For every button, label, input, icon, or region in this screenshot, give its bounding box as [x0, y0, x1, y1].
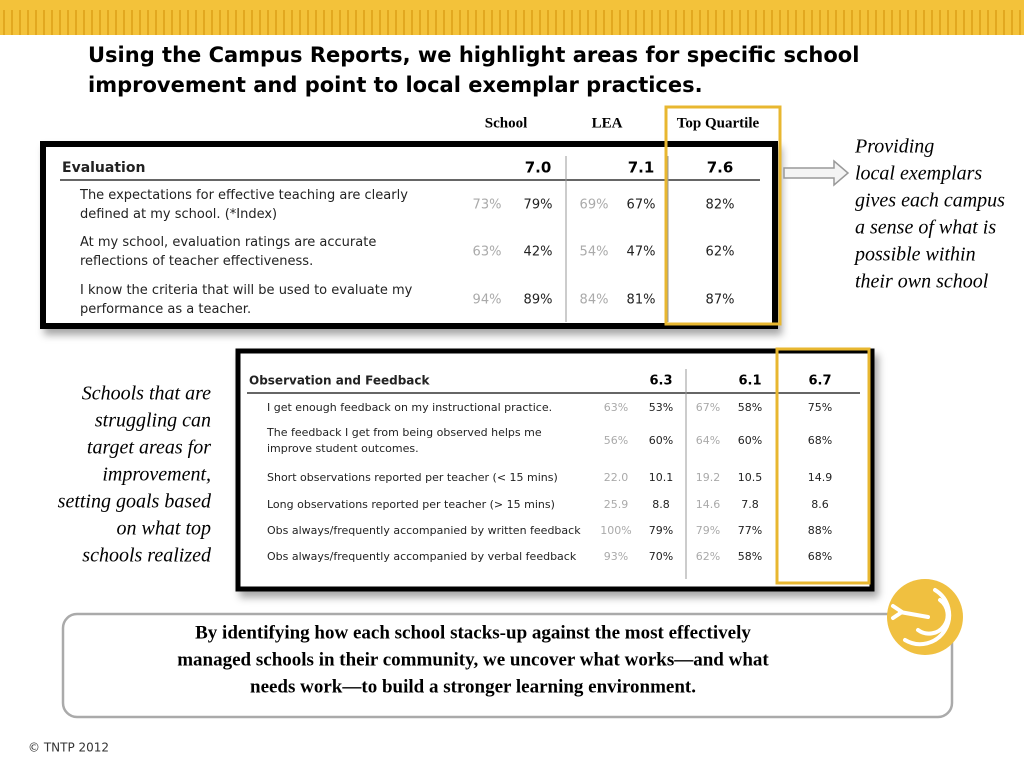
note-text: possible within — [853, 244, 976, 266]
note-text: struggling can — [95, 410, 211, 432]
row-label: The feedback I get from being observed h… — [266, 426, 542, 439]
note-text: on what top — [117, 518, 211, 540]
note-text: schools realized — [82, 545, 212, 567]
cell: 10.5 — [738, 471, 763, 484]
column-header: LEA — [592, 115, 623, 131]
note-text: their own school — [855, 271, 989, 293]
table-frame — [235, 348, 875, 592]
table-frame — [40, 141, 778, 329]
cell: 56% — [604, 434, 628, 447]
summary-text: needs work—to build a stronger learning … — [250, 676, 696, 697]
cell: 69% — [580, 198, 609, 213]
cell: 58% — [738, 550, 762, 563]
score: 7.6 — [707, 159, 734, 177]
cell: 79% — [696, 524, 720, 537]
cell: 53% — [649, 401, 673, 414]
cell: 60% — [649, 434, 673, 447]
cell: 64% — [696, 434, 720, 447]
cell: 68% — [808, 434, 832, 447]
cell: 68% — [808, 550, 832, 563]
note-text: gives each campus — [855, 190, 1005, 212]
row-label: Obs always/frequently accompanied by wri… — [267, 524, 581, 537]
row-label: Short observations reported per teacher … — [267, 471, 558, 484]
cell: 81% — [627, 293, 656, 308]
top-quartile-highlight — [775, 347, 871, 585]
score: 6.7 — [808, 374, 831, 389]
note-text: target areas for — [87, 437, 211, 459]
cell: 100% — [600, 524, 631, 537]
row-label: Obs always/frequently accompanied by ver… — [267, 550, 577, 563]
note-text: Schools that are — [82, 383, 211, 405]
row-label: performance as a teacher. — [80, 302, 251, 317]
cell: 47% — [627, 245, 656, 260]
cell: 67% — [627, 198, 656, 213]
row-label: improve student outcomes. — [267, 442, 419, 455]
row-label: Long observations reported per teacher (… — [267, 498, 555, 511]
cell: 77% — [738, 524, 762, 537]
row-label: I get enough feedback on my instructiona… — [267, 401, 552, 414]
score: 6.3 — [649, 374, 672, 389]
cell: 42% — [524, 245, 553, 260]
cell: 94% — [473, 293, 502, 308]
footer: © TNTP 2012 — [28, 741, 109, 755]
row-label: defined at my school. (*Index) — [80, 207, 277, 222]
note-text: local exemplars — [855, 163, 982, 185]
column-header: Top Quartile — [677, 115, 760, 131]
cell: 19.2 — [696, 471, 721, 484]
cell: 67% — [696, 401, 720, 414]
cell: 7.8 — [741, 498, 759, 511]
cell: 84% — [580, 293, 609, 308]
cell: 93% — [604, 550, 628, 563]
score: 6.1 — [738, 374, 761, 389]
cell: 79% — [649, 524, 673, 537]
row-label: reflections of teacher effectiveness. — [80, 254, 313, 269]
cell: 14.6 — [696, 498, 721, 511]
slide-title: Using the Campus Reports, we highlight a… — [88, 43, 859, 67]
column-header: School — [485, 115, 528, 131]
top-band — [0, 0, 1024, 35]
table-title: Evaluation — [62, 160, 145, 176]
cell: 88% — [808, 524, 832, 537]
cell: 62% — [706, 245, 735, 260]
cell: 60% — [738, 434, 762, 447]
summary-text: By identifying how each school stacks-up… — [195, 622, 751, 643]
row-label: The expectations for effective teaching … — [79, 188, 408, 203]
note-text: Providing — [854, 136, 934, 158]
top-quartile-highlight — [664, 105, 782, 326]
cell: 82% — [706, 198, 735, 213]
cell: 63% — [604, 401, 628, 414]
note-text: a sense of what is — [855, 217, 996, 239]
cell: 22.0 — [604, 471, 629, 484]
table-title: Observation and Feedback — [249, 374, 431, 388]
icon-drawing — [891, 588, 952, 647]
score: 7.0 — [525, 159, 552, 177]
cell: 14.9 — [808, 471, 833, 484]
cell: 8.8 — [652, 498, 670, 511]
cell: 63% — [473, 245, 502, 260]
score: 7.1 — [628, 159, 655, 177]
summary-text: managed schools in their community, we u… — [177, 649, 769, 670]
summary-box — [61, 612, 954, 719]
cell: 87% — [706, 293, 735, 308]
cell: 58% — [738, 401, 762, 414]
cell: 70% — [649, 550, 673, 563]
arrow — [783, 159, 850, 187]
cell: 89% — [524, 293, 553, 308]
row-label: At my school, evaluation ratings are acc… — [80, 235, 376, 250]
note-text: improvement, — [102, 464, 211, 486]
cell: 10.1 — [649, 471, 674, 484]
cell: 54% — [580, 245, 609, 260]
cell: 73% — [473, 198, 502, 213]
note-text: setting goals based — [58, 491, 212, 513]
cell: 75% — [808, 401, 832, 414]
cell: 8.6 — [811, 498, 829, 511]
slide-title: improvement and point to local exemplar … — [88, 73, 703, 97]
cell: 62% — [696, 550, 720, 563]
cell: 25.9 — [604, 498, 629, 511]
cell: 79% — [524, 198, 553, 213]
row-label: I know the criteria that will be used to… — [80, 283, 413, 298]
